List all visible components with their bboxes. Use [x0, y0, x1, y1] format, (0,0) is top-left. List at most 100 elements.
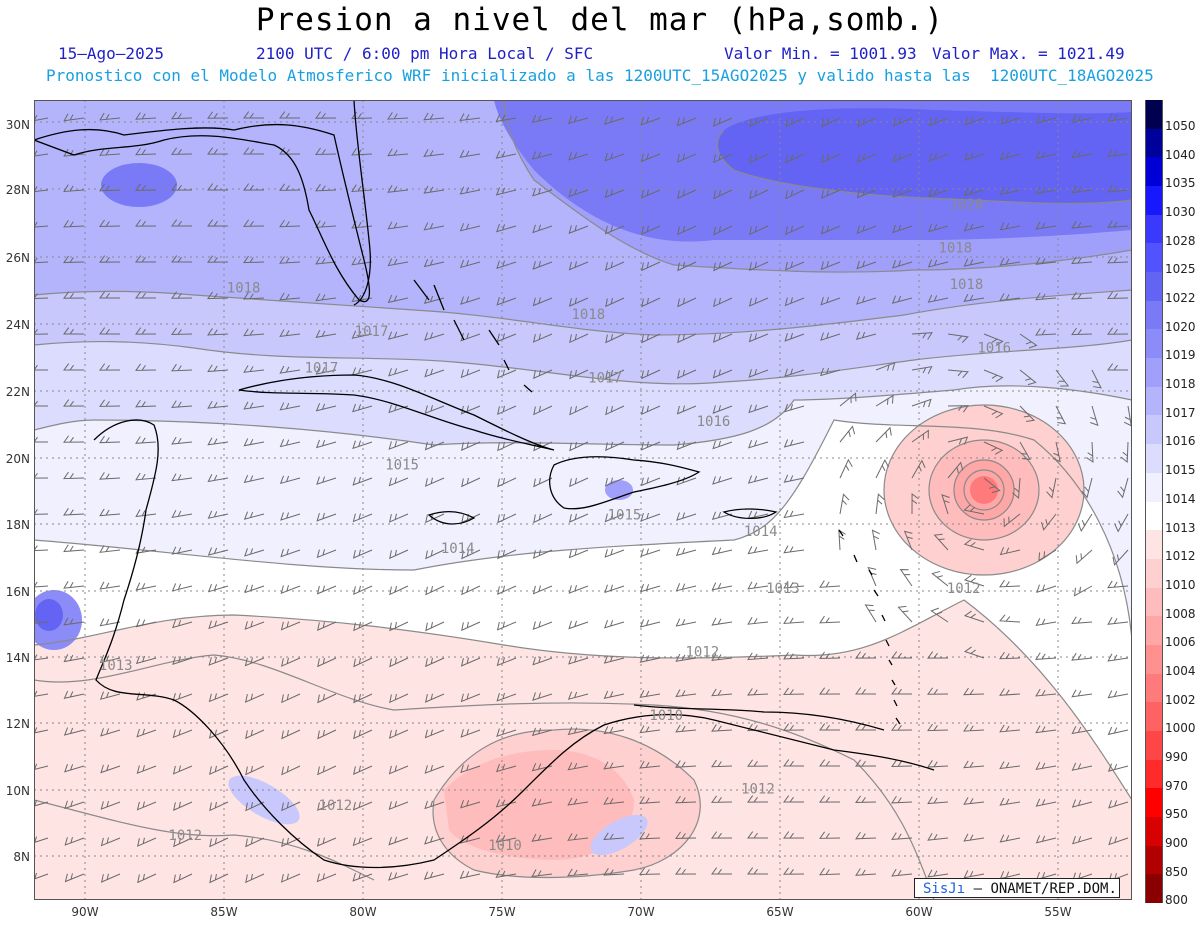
wind-barb — [243, 111, 265, 119]
wind-barb — [713, 261, 733, 272]
wind-barb — [875, 493, 885, 515]
isobar-label: 1017 — [305, 361, 339, 377]
wind-barb — [63, 220, 85, 228]
wind-barb — [353, 693, 373, 704]
wind-barb — [315, 293, 337, 302]
wind-barb — [604, 620, 625, 629]
isobar-label: 1015 — [608, 507, 642, 523]
wind-barb — [424, 368, 445, 378]
legend-label-900: 900 — [1165, 835, 1188, 850]
wind-barb — [280, 621, 301, 631]
wind-barb — [496, 728, 517, 737]
wind-barb — [244, 693, 265, 703]
wind-barb — [963, 610, 985, 623]
wind-barb — [207, 291, 229, 300]
wind-barb — [208, 656, 229, 666]
wind-barb — [209, 837, 229, 848]
wind-barb — [209, 801, 229, 812]
wind-barb — [1107, 255, 1129, 264]
wind-barb — [424, 729, 445, 739]
wind-barb — [1035, 292, 1057, 301]
wind-barb — [1107, 617, 1129, 625]
wind-barb — [460, 799, 481, 809]
wind-barb — [927, 259, 949, 268]
lat-label-10n: 10N — [5, 784, 30, 798]
wind-barb — [279, 439, 301, 448]
wind-barb — [99, 581, 121, 590]
wind-barb — [207, 400, 229, 409]
wind-barb — [897, 605, 913, 623]
wind-barb — [639, 654, 661, 663]
legend-swatch-1035 — [1145, 157, 1163, 187]
wind-barb — [459, 186, 481, 195]
legend-swatch-990 — [1145, 730, 1163, 761]
legend-label-800: 800 — [1165, 893, 1188, 908]
isobar-label: 1018 — [938, 240, 972, 256]
wind-barb — [1071, 292, 1093, 300]
wind-barb — [855, 651, 877, 659]
wind-barb — [749, 189, 769, 200]
wind-barb — [639, 831, 661, 840]
wind-barb — [281, 693, 301, 704]
wind-barb — [425, 621, 445, 632]
wind-barb — [423, 185, 445, 194]
wind-barb — [137, 837, 157, 847]
wind-barb — [459, 223, 481, 232]
wind-barb — [34, 836, 49, 844]
wind-barb — [135, 582, 157, 591]
wind-barb — [603, 690, 625, 699]
wind-barb — [279, 329, 301, 338]
isobar-label: 1018 — [572, 307, 606, 323]
wind-barb — [928, 223, 949, 233]
wind-barb — [99, 545, 121, 553]
wind-barb — [999, 151, 1021, 161]
wind-barb — [747, 867, 769, 875]
wind-barb — [603, 868, 625, 876]
wind-barb — [135, 327, 157, 335]
wind-barb — [1075, 549, 1093, 565]
wind-barb — [352, 837, 373, 847]
wind-barb — [1036, 584, 1057, 593]
wind-barb — [459, 113, 481, 122]
legend-swatch-1022 — [1145, 272, 1163, 302]
wind-barb — [315, 366, 337, 375]
wind-barb — [279, 219, 301, 228]
wind-barb — [711, 759, 733, 768]
wind-barb — [785, 153, 805, 164]
wind-barb — [641, 261, 661, 272]
isobar-label: 1014 — [744, 524, 778, 540]
wind-barb — [856, 189, 877, 199]
wind-barb — [100, 801, 121, 810]
wind-barb — [207, 147, 229, 155]
wind-barb — [821, 153, 841, 164]
wind-barb — [496, 692, 517, 702]
wind-barb — [315, 403, 337, 412]
wind-barb — [1038, 549, 1057, 562]
lon-label-60w: 60W — [905, 905, 933, 919]
wind-barb — [891, 651, 912, 659]
wind-barb — [388, 801, 409, 811]
lon-label-85w: 85W — [210, 905, 238, 919]
wind-barb — [532, 188, 553, 197]
wind-barb — [388, 836, 409, 846]
wind-barb — [911, 459, 926, 479]
wind-barb — [1107, 653, 1129, 662]
wind-barb — [641, 369, 661, 380]
wind-barb — [496, 260, 517, 270]
wind-barb — [460, 405, 481, 415]
wind-barb — [1035, 798, 1057, 807]
wind-barb — [387, 294, 409, 304]
wind-barb — [784, 332, 805, 342]
wind-barb — [352, 440, 373, 450]
wind-barb — [711, 688, 733, 697]
wind-barb — [604, 548, 625, 558]
wind-barb — [459, 870, 481, 879]
lon-label-75w: 75W — [488, 905, 516, 919]
legend-swatch-970 — [1145, 759, 1163, 789]
wind-barb — [100, 873, 121, 883]
legend-swatch-1000 — [1145, 702, 1163, 732]
wind-barb — [947, 333, 969, 343]
wind-barb — [1107, 220, 1129, 228]
wind-barb — [460, 728, 481, 738]
wind-barb — [207, 364, 229, 373]
